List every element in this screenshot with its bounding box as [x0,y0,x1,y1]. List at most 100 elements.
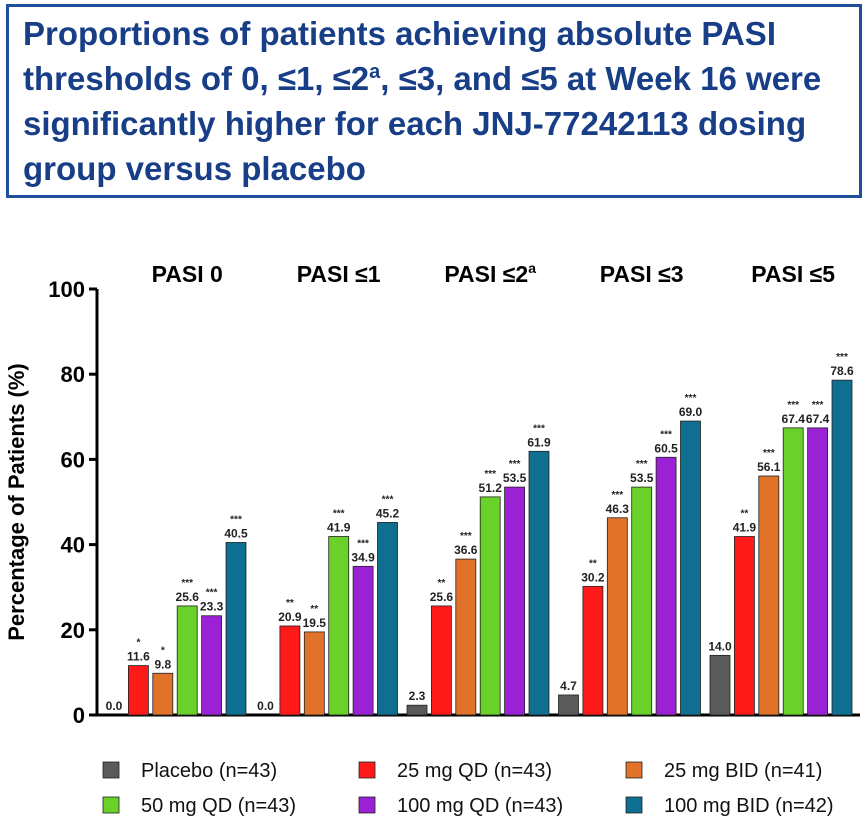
significance: ** [438,578,446,589]
value-label: 14.0 [708,639,732,653]
legend-swatch [102,796,120,814]
category-label: PASI ≤1 [297,261,381,287]
bar [758,475,780,716]
bar [225,542,247,716]
value-label: 41.9 [733,521,757,535]
value-label: 78.6 [830,364,854,378]
y-tick-label: 40 [61,533,85,558]
value-label: 69.0 [679,405,703,419]
bar [709,654,731,716]
category-name: PASI ≤2 [444,261,528,287]
title-box: Proportions of patients achieving absolu… [6,4,862,198]
bar [831,379,853,716]
bar [655,456,677,716]
legend-swatch [625,761,643,779]
legend-swatch [625,796,643,814]
significance: * [136,638,140,649]
y-tick-label: 60 [61,447,85,472]
bar [606,517,628,716]
category-label: PASI 0 [152,261,223,287]
chart-title-end: , ≤3, and ≤5 at Week 16 were significant… [23,60,822,187]
category-name: PASI ≤3 [600,261,684,287]
value-label: 0.0 [257,699,274,713]
value-label: 25.6 [176,590,200,604]
value-label: 11.6 [127,650,150,664]
value-label: 34.9 [351,550,375,564]
significance: * [161,645,165,656]
significance: *** [509,459,521,470]
value-label: 46.3 [606,502,630,516]
y-tick-label: 0 [73,703,85,728]
significance: *** [460,531,472,542]
legend-label: 100 mg BID (n=42) [664,795,834,817]
bar [352,565,374,716]
value-label: 60.5 [654,441,678,455]
category-label: PASI ≤2a [444,260,536,287]
bar [279,625,301,716]
value-label: 20.9 [278,610,302,624]
value-label: 53.5 [503,471,527,485]
legend-label: 100 mg QD (n=43) [397,795,563,817]
bar [176,605,198,716]
title-superscript: a [369,61,381,83]
legend-swatch [358,761,376,779]
significance: *** [611,490,623,501]
value-label: 67.4 [782,412,806,426]
bar [734,536,755,716]
bar [558,694,579,716]
bar [582,585,604,716]
value-label: 9.8 [154,657,171,671]
significance: *** [636,459,648,470]
significance: *** [836,352,848,363]
bar [455,558,477,716]
value-label: 51.2 [479,481,503,495]
legend-label: 25 mg BID (n=41) [664,760,822,782]
significance: *** [333,509,345,520]
bar [528,450,550,716]
bar [152,672,174,716]
value-label: 56.1 [757,460,781,474]
value-label: 23.3 [200,600,224,614]
significance: *** [357,538,369,549]
legend-label: 25 mg QD (n=43) [397,760,552,782]
significance: *** [660,429,672,440]
value-label: 41.9 [327,521,351,535]
bar [807,427,828,716]
category-name: PASI 0 [152,261,223,287]
significance: *** [763,448,775,459]
value-label: 36.6 [454,543,478,557]
significance: *** [382,494,394,505]
significance: ** [310,604,318,615]
significance: ** [286,598,294,609]
significance: *** [812,400,824,411]
bar [377,522,398,716]
significance: *** [685,393,697,404]
bar [406,704,428,716]
bar [303,631,325,716]
value-label: 30.2 [581,570,605,584]
y-tick-label: 100 [48,277,85,302]
value-label: 53.5 [630,471,654,485]
y-axis-label: Percentage of Patients (%) [4,363,29,641]
bar [680,420,701,716]
significance: *** [484,469,496,480]
bar [782,427,804,716]
value-label: 2.3 [409,689,426,703]
legend-swatch [358,796,376,814]
value-label: 67.4 [806,412,830,426]
legend-label: 50 mg QD (n=43) [141,795,296,817]
legend-label: Placebo (n=43) [141,760,277,782]
legend-swatch [102,761,120,779]
significance: *** [230,514,242,525]
category-name: PASI ≤5 [751,261,835,287]
bar [504,486,526,716]
bar [127,665,149,716]
value-label: 45.2 [376,506,400,520]
significance: *** [533,423,545,434]
y-tick-label: 80 [61,362,85,387]
chart-title: Proportions of patients achieving absolu… [23,15,776,97]
bar [479,496,501,716]
bar [430,605,452,716]
